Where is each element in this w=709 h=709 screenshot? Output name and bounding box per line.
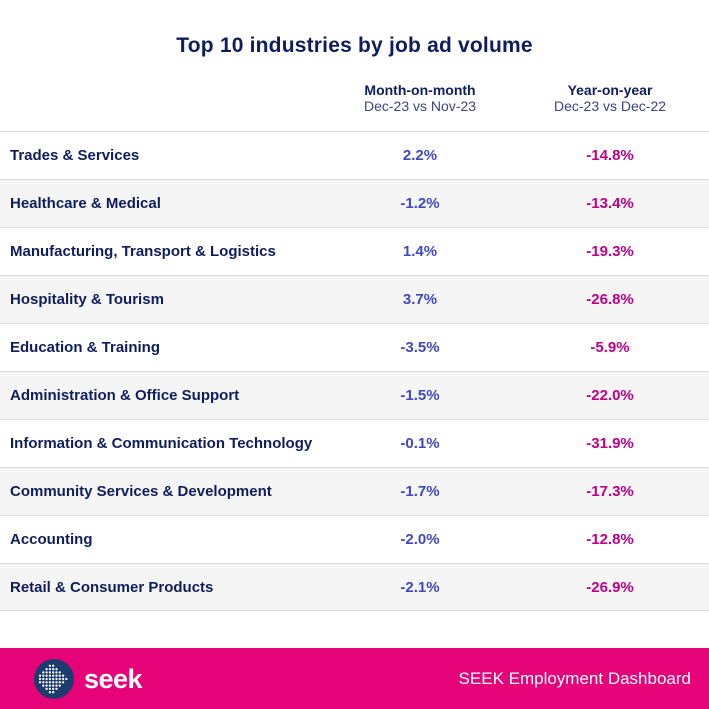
industry-label: Hospitality & Tourism	[10, 291, 164, 308]
mom-value: -2.0%	[400, 531, 440, 548]
table-row: Education & Training -3.5% -5.9%	[0, 323, 709, 371]
table-row: Information & Communication Technology -…	[0, 419, 709, 467]
column-header-mom-sublabel: Dec-23 vs Nov-23	[363, 98, 477, 114]
column-header-yoy-label: Year-on-year	[567, 82, 653, 98]
table-row: Community Services & Development -1.7% -…	[0, 467, 709, 515]
mom-value: 3.7%	[402, 291, 438, 308]
industry-label: Accounting	[10, 531, 93, 548]
table-row: Trades & Services 2.2% -14.8%	[0, 131, 709, 179]
mom-value: -1.2%	[400, 195, 440, 212]
industry-label: Education & Training	[10, 339, 161, 356]
industry-label: Healthcare & Medical	[10, 195, 161, 212]
industry-label: Community Services & Development	[10, 483, 272, 500]
seek-logo-icon	[34, 658, 74, 699]
yoy-value: -26.8%	[586, 291, 634, 308]
table-row: Healthcare & Medical -1.2% -13.4%	[0, 179, 709, 227]
mom-value: 2.2%	[402, 147, 438, 164]
industry-label: Trades & Services	[10, 147, 140, 164]
industry-label: Retail & Consumer Products	[10, 578, 214, 596]
industry-label: Information & Communication Technology	[10, 435, 313, 452]
yoy-value: -22.0%	[586, 387, 634, 404]
yoy-value: -17.3%	[586, 483, 634, 500]
table-row: Retail & Consumer Products -2.1% -26.9%	[0, 563, 709, 611]
table-row: Hospitality & Tourism 3.7% -26.8%	[0, 275, 709, 323]
mom-value: 1.4%	[402, 243, 438, 260]
yoy-value: -14.8%	[586, 147, 634, 164]
mom-value: -3.5%	[400, 339, 440, 356]
yoy-value: -31.9%	[586, 435, 634, 452]
page-title: Top 10 industries by job ad volume	[176, 34, 533, 57]
industry-label: Manufacturing, Transport & Logistics	[10, 243, 276, 260]
seek-wordmark: seek	[84, 663, 143, 694]
mom-value: -0.1%	[400, 435, 440, 452]
footer-dashboard-label: SEEK Employment Dashboard	[458, 668, 691, 688]
table-header: Month-on-month Dec-23 vs Nov-23 Year-on-…	[0, 82, 709, 115]
column-header-year-on-year: Year-on-year Dec-23 vs Dec-22	[535, 82, 685, 115]
mom-value: -1.7%	[400, 483, 440, 500]
yoy-value: -5.9%	[590, 339, 630, 356]
mom-value: -1.5%	[400, 387, 440, 404]
yoy-value: -26.9%	[586, 578, 634, 596]
table-row: Administration & Office Support -1.5% -2…	[0, 371, 709, 419]
table-row: Accounting -2.0% -12.8%	[0, 515, 709, 563]
mom-value: -2.1%	[400, 578, 440, 596]
yoy-value: -12.8%	[586, 531, 634, 548]
industries-table: Trades & Services 2.2% -14.8% Healthcare…	[0, 131, 709, 611]
industry-label: Administration & Office Support	[10, 387, 240, 404]
column-header-mom-label: Month-on-month	[364, 82, 476, 98]
yoy-value: -13.4%	[586, 195, 634, 212]
column-header-yoy-sublabel: Dec-23 vs Dec-22	[553, 98, 667, 114]
column-header-month-on-month: Month-on-month Dec-23 vs Nov-23	[345, 82, 495, 115]
footer-bar: seek SEEK Employment Dashboard	[0, 648, 709, 709]
table-row: Manufacturing, Transport & Logistics 1.4…	[0, 227, 709, 275]
yoy-value: -19.3%	[586, 243, 634, 260]
